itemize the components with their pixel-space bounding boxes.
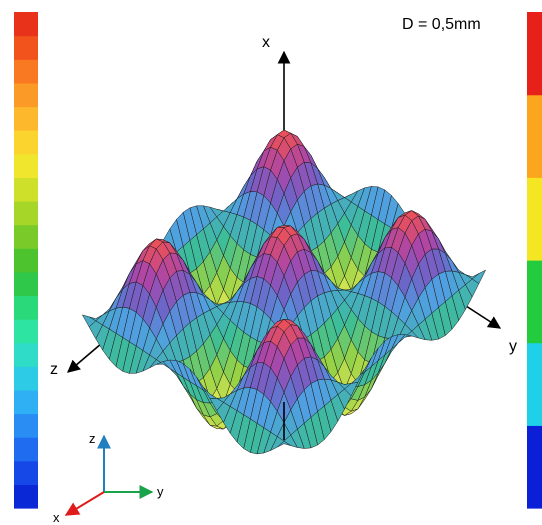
colorbar-segment: [527, 218, 542, 261]
colorbar-segment: [527, 342, 542, 385]
colorbar-segment: [14, 82, 38, 108]
axis-triad: [64, 434, 154, 516]
colorbar-segment: [527, 177, 542, 220]
triad-z-label: z: [89, 431, 96, 446]
colorbar-segment: [14, 35, 38, 60]
colorbar-segment: [14, 106, 38, 131]
colorbar-segment: [14, 59, 38, 84]
colorbar-segment: [14, 413, 38, 438]
surface-mesh: [81, 129, 487, 455]
colorbar-segment: [14, 295, 38, 320]
x-axis-label: x: [262, 34, 270, 51]
surface-facet: [277, 440, 291, 448]
colorbar-segment: [14, 271, 38, 297]
colorbar-segment: [527, 94, 542, 137]
colorbar-left: [14, 12, 38, 509]
colorbar-segment: [14, 460, 38, 485]
colorbar-segment: [527, 425, 542, 468]
colorbar-segment: [14, 484, 38, 509]
parameter-label: D = 0,5mm: [402, 16, 481, 33]
colorbar-segment: [14, 389, 38, 415]
colorbar-segment: [14, 153, 38, 178]
y-axis-label: y: [509, 338, 517, 355]
colorbar-segment: [14, 248, 38, 273]
colorbar-segment: [14, 12, 38, 37]
colorbar-segment: [14, 437, 38, 462]
triad-x-label: x: [53, 510, 60, 525]
colorbar-segment: [527, 466, 542, 509]
colorbar-segment: [527, 260, 542, 302]
colorbar-segment: [527, 12, 542, 54]
z-axis-label: z: [50, 361, 58, 378]
colorbar-right: [527, 12, 542, 509]
colorbar-segment: [527, 301, 542, 344]
colorbar-segment: [14, 366, 38, 391]
colorbar-segment: [14, 130, 38, 155]
colorbar-segment: [14, 224, 38, 249]
colorbar-segment: [14, 319, 38, 344]
colorbar-segment: [527, 384, 542, 426]
triad-x-arrow: [64, 491, 105, 516]
colorbar-segment: [527, 53, 542, 96]
triad-y-label: y: [157, 484, 164, 499]
colorbar-segment: [14, 200, 38, 226]
colorbar-segment: [527, 136, 542, 178]
colorbar-segment: [14, 342, 38, 367]
colorbar-segment: [14, 177, 38, 202]
